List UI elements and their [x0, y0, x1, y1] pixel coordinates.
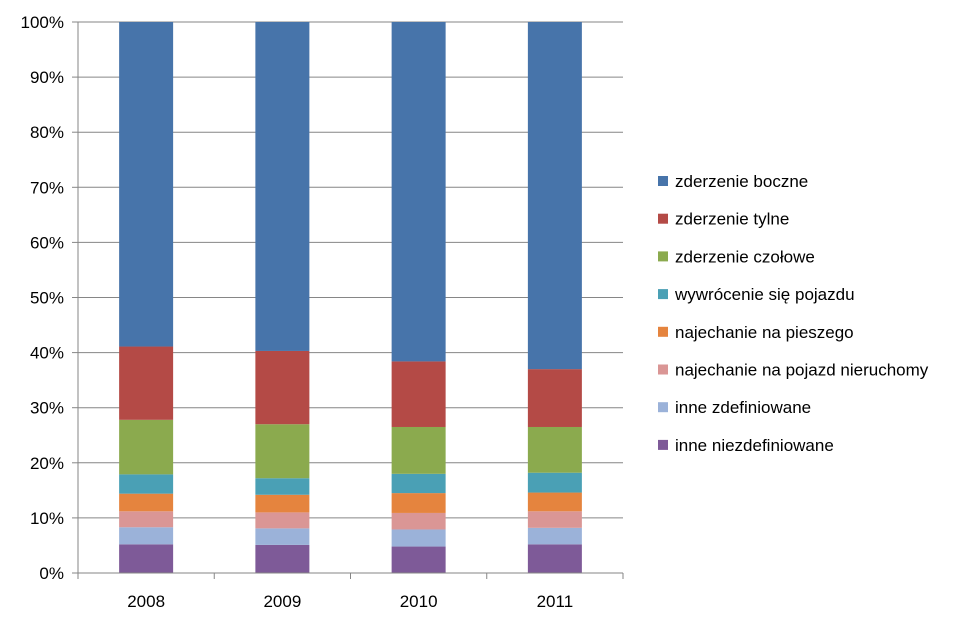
- x-tick-label: 2008: [127, 592, 165, 611]
- legend-label: zderzenie boczne: [675, 172, 808, 191]
- bar-segment: [255, 424, 310, 479]
- legend-label: zderzenie tylne: [675, 210, 789, 229]
- x-tick-label: 2009: [263, 592, 301, 611]
- bar-segment: [391, 426, 446, 474]
- bar-segment: [255, 350, 310, 425]
- legend-label: najechanie na pieszego: [675, 323, 854, 342]
- bar-segment: [255, 544, 310, 573]
- y-tick-labels: 0% 10% 20% 30% 40% 50% 60% 70% 80% 90% 100%: [21, 13, 64, 583]
- y-tick-label: 0%: [39, 564, 64, 583]
- legend-label: inne zdefiniowane: [675, 398, 811, 417]
- bar-segment: [255, 528, 310, 545]
- bar-segment: [119, 474, 174, 494]
- x-tick-labels: 2008 2009 2010 2011: [127, 592, 573, 611]
- x-tick-label: 2010: [400, 592, 438, 611]
- bar-segment: [119, 22, 174, 347]
- bar-segment: [119, 346, 174, 420]
- bar-segment: [527, 426, 582, 473]
- legend-label: najechanie na pojazd nieruchomy: [675, 361, 929, 380]
- legend-label: wywrócenie się pojazdu: [674, 285, 855, 304]
- legend: zderzenie boczne zderzenie tylne zderzenie…: [658, 172, 929, 455]
- bars: [119, 22, 582, 573]
- bar-segment: [119, 527, 174, 545]
- y-tick-label: 70%: [30, 178, 64, 197]
- legend-swatch: [658, 326, 668, 337]
- bar-segment: [255, 512, 310, 529]
- y-tick-label: 90%: [30, 68, 64, 87]
- bar-segment: [527, 511, 582, 528]
- legend-label: zderzenie czołowe: [675, 247, 815, 266]
- bar-segment: [527, 492, 582, 512]
- bar-segment: [527, 472, 582, 493]
- bar-segment: [391, 546, 446, 573]
- bar-segment: [391, 22, 446, 362]
- legend-swatch: [658, 213, 668, 224]
- bar-segment: [391, 529, 446, 547]
- legend-swatch: [658, 289, 668, 300]
- bar-segment: [119, 511, 174, 528]
- legend-swatch: [658, 439, 668, 450]
- axes: [72, 21, 624, 579]
- bar-segment: [527, 369, 582, 427]
- y-tick-label: 20%: [30, 454, 64, 473]
- bar-segment: [255, 478, 310, 495]
- y-tick-label: 60%: [30, 233, 64, 252]
- bar-segment: [527, 22, 582, 370]
- legend-swatch: [658, 402, 668, 413]
- bar-segment: [255, 22, 310, 351]
- bar-segment: [391, 493, 446, 513]
- y-tick-label: 40%: [30, 344, 64, 363]
- legend-label: inne niezdefiniowane: [675, 436, 834, 455]
- bar-segment: [391, 361, 446, 427]
- bar-segment: [119, 493, 174, 512]
- legend-swatch: [658, 251, 668, 262]
- bar-segment: [119, 544, 174, 573]
- bar-segment: [391, 473, 446, 494]
- y-tick-label: 10%: [30, 509, 64, 528]
- bar-segment: [119, 419, 174, 475]
- x-tick-label: 2011: [537, 592, 574, 611]
- y-tick-label: 50%: [30, 289, 64, 308]
- legend-swatch: [658, 176, 668, 186]
- legend-swatch: [658, 364, 668, 375]
- y-tick-label: 80%: [30, 123, 64, 142]
- y-tick-label: 30%: [30, 399, 64, 418]
- bar-segment: [527, 527, 582, 545]
- y-tick-label: 100%: [21, 13, 64, 32]
- bar-segment: [391, 512, 446, 530]
- bar-segment: [255, 494, 310, 513]
- bar-segment: [527, 544, 582, 573]
